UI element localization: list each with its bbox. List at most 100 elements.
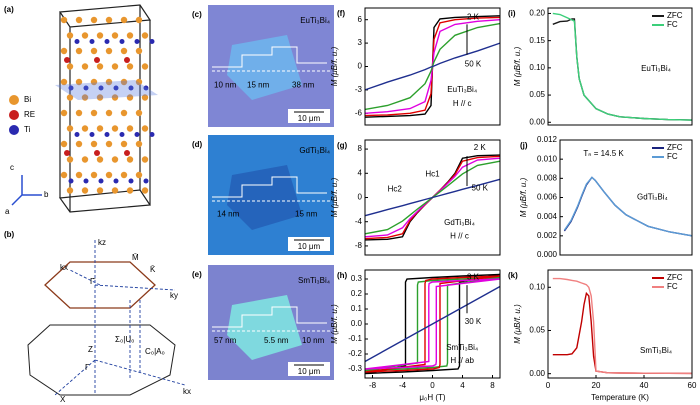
data-line bbox=[552, 18, 693, 121]
flake bbox=[227, 35, 302, 100]
plot-frame bbox=[559, 139, 693, 256]
re-atom bbox=[94, 150, 100, 156]
bi-atom bbox=[90, 16, 98, 24]
plot-frame bbox=[547, 269, 693, 379]
bi-atom bbox=[75, 78, 83, 86]
compound-label: SmTi₃Bi₄ bbox=[640, 346, 672, 355]
annotation: 50 K bbox=[472, 183, 489, 192]
legend-label: FC bbox=[667, 282, 678, 291]
data-line bbox=[552, 12, 693, 121]
x-tick-label: 0 bbox=[430, 381, 435, 390]
panel-label: (b) bbox=[4, 230, 15, 239]
bi-atom bbox=[105, 171, 113, 179]
bi-atom bbox=[120, 47, 128, 55]
y-tick-label: 4 bbox=[358, 168, 363, 177]
bz-point: kz bbox=[98, 238, 106, 247]
bi-atom bbox=[111, 187, 119, 194]
bi-atom bbox=[60, 47, 68, 55]
ti-atom bbox=[143, 178, 149, 184]
x-tick-label: 20 bbox=[592, 381, 601, 390]
panel-label: (a) bbox=[4, 5, 14, 14]
ti-atom bbox=[128, 85, 134, 91]
y-axis-label: M (μB/f. u.) bbox=[513, 304, 522, 344]
bz-point: X bbox=[60, 395, 66, 404]
x-tick-label: -8 bbox=[369, 381, 377, 390]
bi-atom bbox=[66, 63, 74, 70]
data-line bbox=[364, 42, 501, 91]
thickness-label: 15 nm bbox=[295, 209, 318, 218]
y-tick-label: 0.00 bbox=[529, 369, 545, 378]
y-tick-label: 0.008 bbox=[537, 173, 558, 182]
x-tick-label: -4 bbox=[399, 381, 407, 390]
bi-atom bbox=[81, 125, 89, 132]
scale-label: 10 μm bbox=[298, 114, 321, 123]
ti-atom bbox=[89, 132, 95, 137]
legend-label: ZFC bbox=[667, 273, 683, 282]
bi-atom bbox=[105, 47, 113, 55]
annotation: Hc2 bbox=[388, 185, 403, 194]
bi-atom bbox=[60, 16, 68, 24]
bi-atom bbox=[135, 16, 143, 24]
y-tick-label: 0.000 bbox=[537, 250, 558, 259]
bi-atom bbox=[66, 125, 74, 132]
y-tick-label: -4 bbox=[355, 217, 363, 226]
bi-atom bbox=[81, 156, 89, 163]
bz-point: C₀|A₀ bbox=[145, 347, 165, 356]
y-tick-label: 0.10 bbox=[529, 282, 545, 291]
ti-atom bbox=[104, 39, 110, 44]
bi-atom bbox=[60, 109, 68, 117]
bi-atom bbox=[96, 156, 104, 163]
bi-atom bbox=[111, 156, 119, 163]
bi-atom bbox=[141, 94, 149, 101]
ti-atom bbox=[68, 85, 74, 91]
plot-frame bbox=[364, 269, 501, 379]
panel-label: (k) bbox=[508, 271, 518, 280]
bi-atom bbox=[96, 187, 104, 194]
bi-atom bbox=[96, 125, 104, 132]
bi-atom bbox=[126, 63, 134, 70]
data-line bbox=[364, 178, 501, 217]
re-atom bbox=[124, 150, 130, 156]
ti-atom bbox=[134, 132, 140, 137]
bi-atom bbox=[120, 109, 128, 117]
panel-label: (e) bbox=[192, 270, 202, 279]
x-axis-label: μ₀H (T) bbox=[419, 393, 445, 402]
legend-label: Ti bbox=[24, 125, 31, 134]
y-tick-label: -0.3 bbox=[348, 364, 362, 373]
ti-atom bbox=[134, 39, 140, 44]
bi-atom bbox=[135, 140, 143, 148]
ti-atom bbox=[149, 39, 155, 44]
y-tick-label: 0 bbox=[358, 62, 363, 71]
panel-label: (h) bbox=[337, 271, 348, 280]
thickness-label: 5.5 nm bbox=[264, 336, 289, 345]
ti-atom bbox=[98, 178, 104, 184]
bz-point: kx bbox=[183, 387, 191, 396]
ti-atom bbox=[104, 132, 110, 137]
legend-label: ZFC bbox=[667, 143, 683, 152]
bi-atom bbox=[111, 32, 119, 39]
y-tick-label: 6 bbox=[358, 15, 363, 24]
ti-atom bbox=[149, 132, 155, 137]
bi-atom bbox=[120, 16, 128, 24]
annotation: 50 K bbox=[465, 59, 482, 68]
legend-label: FC bbox=[667, 152, 678, 161]
bi-atom bbox=[96, 32, 104, 39]
bi-atom bbox=[81, 94, 89, 101]
bz-point: Σ₀|U₀ bbox=[115, 335, 134, 344]
bi-atom bbox=[141, 156, 149, 163]
bi-atom bbox=[111, 63, 119, 70]
bz-lines bbox=[54, 240, 186, 396]
bi-atom bbox=[135, 109, 143, 117]
ti-atom bbox=[74, 39, 80, 44]
y-tick-label: 3 bbox=[358, 38, 363, 47]
height-profile bbox=[212, 176, 327, 198]
y-tick-label: 0 bbox=[358, 193, 363, 202]
thickness-label: 14 nm bbox=[217, 209, 240, 218]
bz-point: Z bbox=[88, 345, 93, 354]
y-tick-label: 0.2 bbox=[351, 289, 363, 298]
legend-label: Bi bbox=[24, 95, 31, 104]
bi-atom bbox=[90, 109, 98, 117]
panel-label: (j) bbox=[520, 141, 528, 150]
re-atom bbox=[124, 57, 130, 63]
